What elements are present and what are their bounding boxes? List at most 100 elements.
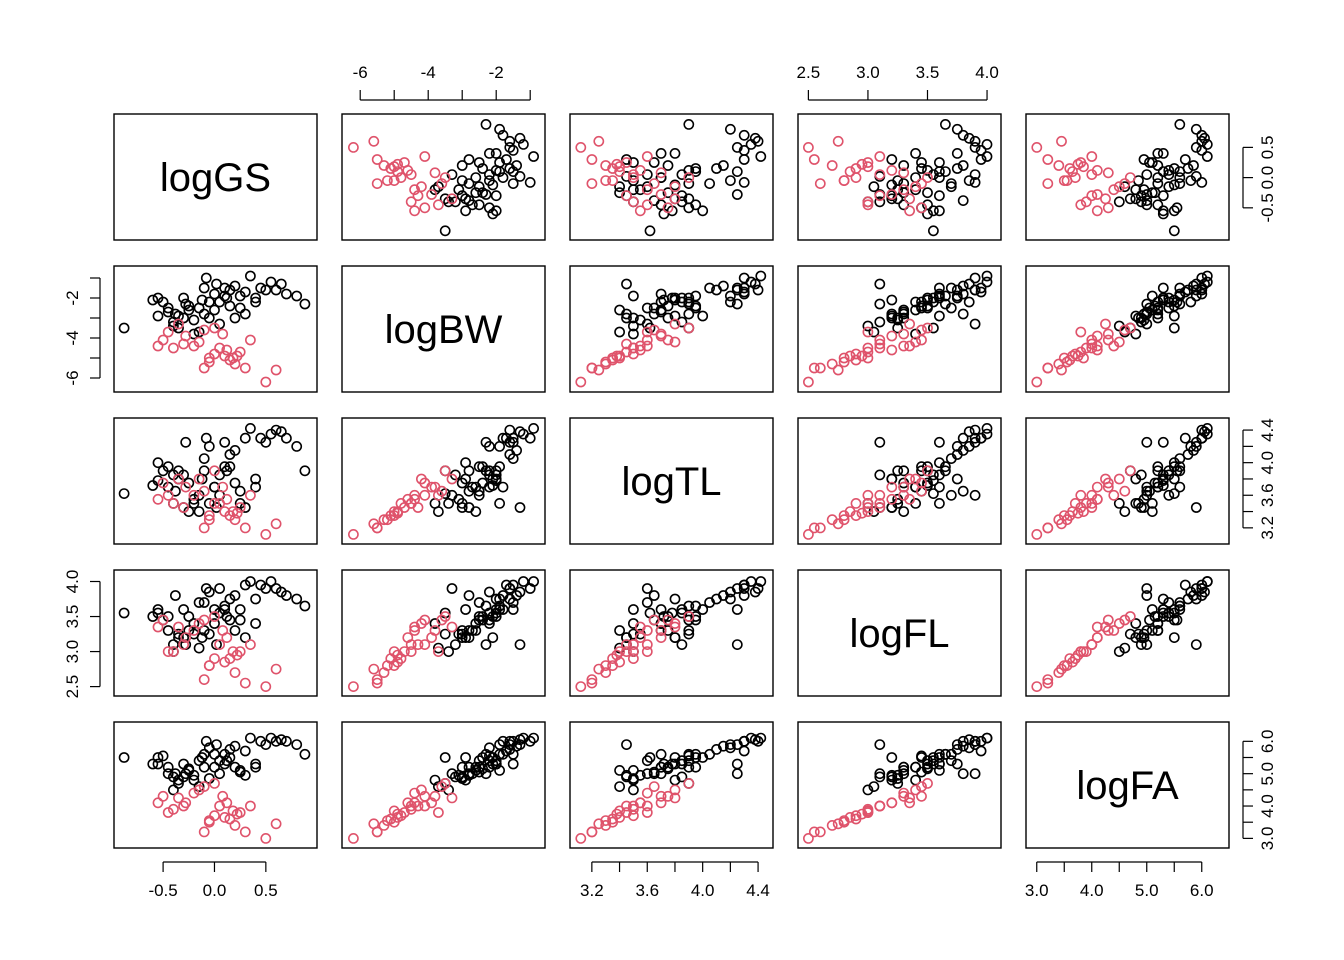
data-point-series-1 — [1179, 432, 1191, 444]
data-point-series-1 — [1174, 604, 1186, 615]
data-point-series-1 — [940, 166, 951, 177]
data-point-series-1 — [299, 465, 311, 477]
data-point-series-1 — [648, 157, 660, 168]
data-point-series-1 — [951, 123, 963, 135]
data-point-series-2 — [1124, 172, 1136, 183]
data-point-series-1 — [255, 282, 267, 294]
data-point-series-1 — [188, 314, 200, 326]
data-point-series-1 — [683, 748, 695, 760]
data-point-series-1 — [898, 306, 910, 318]
tick-label: 3.0 — [856, 63, 880, 82]
data-point-series-1 — [874, 316, 886, 328]
data-point-series-1 — [494, 765, 505, 776]
tick-label: 4.0 — [63, 570, 82, 594]
data-point-series-1 — [1146, 497, 1158, 509]
data-point-series-2 — [1080, 196, 1092, 208]
data-point-series-1 — [497, 735, 509, 747]
data-point-series-1 — [280, 735, 292, 747]
data-point-series-1 — [229, 312, 241, 324]
data-point-series-1 — [957, 768, 969, 780]
data-point-series-1 — [456, 190, 468, 202]
data-point-series-2 — [916, 334, 927, 346]
data-point-series-2 — [1031, 141, 1043, 153]
data-point-series-2 — [1091, 621, 1103, 633]
data-point-series-1 — [945, 489, 957, 501]
data-point-series-1 — [244, 732, 256, 744]
data-point-series-2 — [198, 522, 210, 534]
data-point-series-2 — [641, 646, 653, 657]
data-point-series-1 — [892, 465, 904, 477]
tick-label: -4 — [63, 330, 82, 345]
data-point-series-2 — [898, 328, 910, 340]
data-point-series-1 — [507, 178, 519, 189]
data-point-series-1 — [1188, 444, 1199, 456]
data-point-series-1 — [460, 752, 471, 763]
data-point-series-1 — [152, 752, 164, 763]
data-point-series-1 — [669, 310, 681, 322]
data-point-series-2 — [1091, 205, 1103, 217]
data-point-series-2 — [910, 784, 921, 796]
data-point-series-2 — [850, 497, 862, 509]
data-point-series-1 — [483, 755, 495, 767]
data-point-series-1 — [874, 278, 886, 290]
data-point-series-1 — [1113, 497, 1125, 509]
data-point-series-2 — [188, 625, 200, 636]
data-point-series-2 — [1031, 376, 1043, 388]
data-point-series-2 — [1078, 506, 1089, 517]
data-point-series-2 — [832, 364, 844, 376]
data-point-series-2 — [862, 196, 874, 208]
data-point-series-1 — [963, 132, 975, 144]
data-point-series-2 — [1124, 465, 1136, 477]
data-point-series-1 — [270, 284, 282, 296]
data-point-series-1 — [874, 768, 886, 780]
tick-label: -4 — [421, 63, 436, 82]
data-point-series-1 — [198, 465, 210, 477]
data-point-series-1 — [507, 604, 519, 615]
data-point-series-1 — [957, 432, 969, 444]
data-point-series-2 — [432, 199, 444, 211]
data-point-series-1 — [291, 739, 303, 750]
data-point-series-1 — [504, 583, 516, 594]
data-point-series-2 — [180, 330, 192, 342]
data-point-series-1 — [483, 202, 495, 214]
data-point-series-1 — [473, 766, 485, 778]
data-point-series-1 — [514, 426, 526, 438]
data-point-series-1 — [169, 590, 181, 601]
data-point-series-1 — [494, 600, 505, 612]
tick-label: 4.4 — [746, 881, 770, 900]
data-point-series-1 — [200, 272, 212, 284]
data-point-series-1 — [483, 169, 495, 180]
data-point-series-2 — [392, 507, 403, 519]
data-point-series-2 — [898, 184, 910, 196]
data-point-series-1 — [934, 765, 945, 776]
data-point-series-1 — [731, 298, 743, 310]
data-point-series-2 — [198, 674, 210, 685]
data-point-series-2 — [862, 497, 874, 509]
data-point-series-2 — [392, 808, 403, 820]
data-point-series-1 — [504, 739, 516, 750]
data-point-series-1 — [940, 461, 951, 473]
data-point-series-1 — [922, 763, 933, 775]
data-point-series-1 — [209, 304, 220, 316]
data-point-series-1 — [676, 604, 688, 615]
data-point-series-2 — [1053, 160, 1065, 171]
data-point-series-2 — [634, 797, 646, 809]
data-point-series-2 — [683, 611, 695, 622]
data-point-series-1 — [494, 123, 505, 135]
data-point-series-1 — [928, 752, 939, 763]
panel-frame — [569, 265, 774, 393]
data-point-series-1 — [1201, 276, 1213, 288]
data-point-series-2 — [655, 328, 667, 340]
data-point-series-2 — [378, 514, 390, 526]
data-point-series-1 — [193, 642, 205, 654]
data-point-series-1 — [463, 590, 475, 601]
data-point-series-1 — [477, 187, 488, 199]
data-point-series-1 — [224, 300, 236, 312]
data-point-series-1 — [683, 761, 695, 773]
panel-frame — [1025, 265, 1230, 393]
data-point-series-2 — [904, 792, 915, 804]
data-point-series-2 — [1072, 649, 1084, 661]
data-point-series-1 — [507, 579, 519, 591]
data-point-series-1 — [219, 282, 231, 294]
data-point-series-1 — [490, 469, 502, 481]
